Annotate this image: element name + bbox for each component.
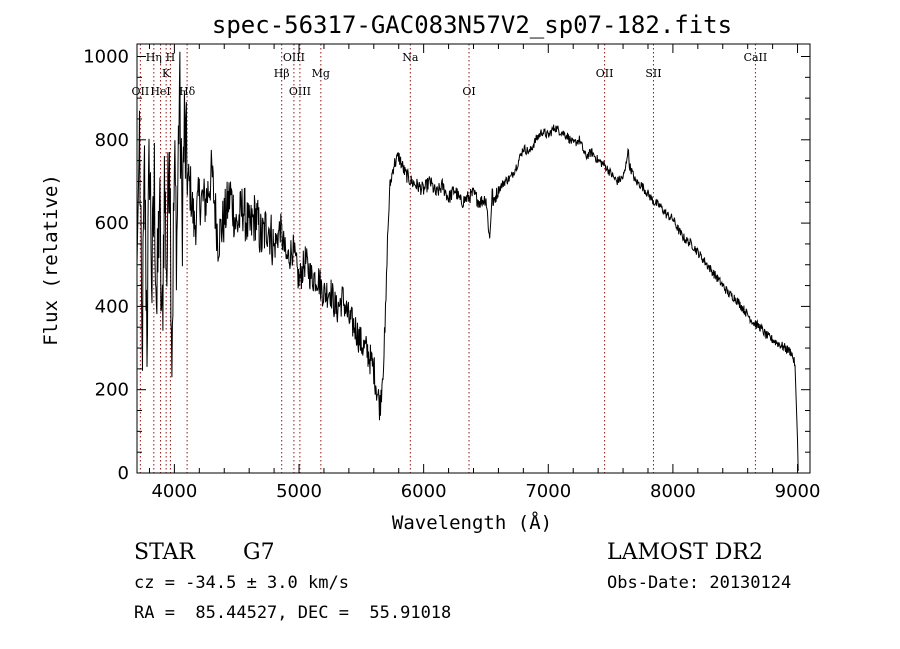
- y-tick-label: 1000: [83, 46, 129, 67]
- y-tick-label: 200: [95, 380, 129, 401]
- x-tick-label: 8000: [650, 481, 696, 502]
- spectral-line-markers: [139, 44, 756, 473]
- y-tick-label: 0: [118, 463, 129, 484]
- marker-label: Mg: [312, 67, 330, 80]
- y-tick-label: 600: [95, 213, 129, 234]
- marker-label: Na: [402, 51, 419, 64]
- y-axis: 0 200 400 600 800 1000: [83, 46, 810, 484]
- marker-label: SII: [645, 67, 661, 80]
- spectral-subclass: G7: [243, 540, 275, 565]
- marker-label: OIII: [289, 85, 311, 98]
- marker-label: Hδ: [179, 85, 196, 98]
- marker-label: OII: [132, 85, 150, 98]
- x-axis-label: Wavelength (Å): [392, 511, 552, 534]
- x-tick-label: 6000: [401, 481, 447, 502]
- spectrum-series-line: [136, 51, 799, 471]
- marker-label: Hη: [146, 51, 162, 64]
- marker-label: OII: [596, 67, 614, 80]
- coordinates-readout: RA = 85.44527, DEC = 55.91018: [134, 603, 452, 623]
- obs-date: Obs-Date: 20130124: [607, 573, 792, 593]
- marker-label: K: [162, 67, 171, 80]
- y-tick-label: 400: [95, 296, 129, 317]
- object-class: STAR: [134, 540, 195, 565]
- chart-title: spec-56317-GAC083N57V2_sp07-182.fits: [212, 11, 732, 39]
- y-tick-label: 800: [95, 130, 129, 151]
- marker-label: OIII: [283, 51, 305, 64]
- redshift-readout: cz = -34.5 ± 3.0 km/s: [134, 573, 349, 593]
- marker-label: HeI: [150, 85, 170, 98]
- plot-frame: [136, 43, 811, 474]
- survey-name: LAMOST DR2: [607, 540, 763, 565]
- x-tick-label: 9000: [775, 481, 821, 502]
- x-tick-label: 4000: [151, 481, 197, 502]
- x-axis: 4000 5000 6000 7000 8000 9000: [148, 44, 821, 502]
- marker-label: H: [166, 51, 176, 64]
- y-axis-label: Flux (relative): [40, 174, 62, 346]
- x-tick-label: 5000: [276, 481, 322, 502]
- marker-label: CaII: [744, 51, 768, 64]
- marker-label: OI: [462, 85, 475, 98]
- marker-label: Hβ: [274, 67, 290, 80]
- x-tick-label: 7000: [525, 481, 571, 502]
